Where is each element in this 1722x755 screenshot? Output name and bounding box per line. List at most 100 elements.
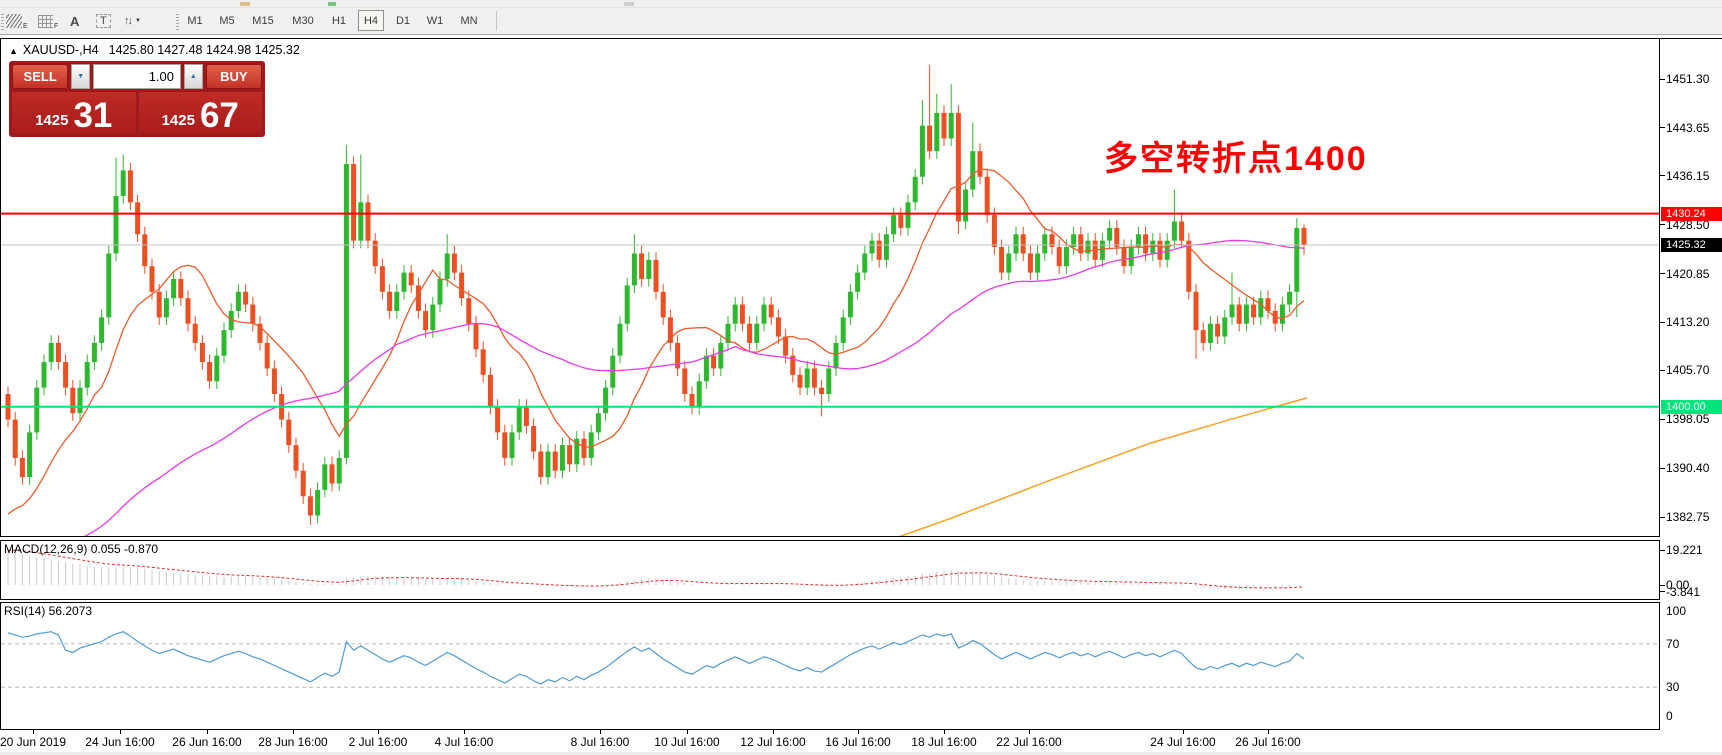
time-axis[interactable]: 20 Jun 2019 24 Jun 16:00 26 Jun 16:00 28 Ju… (0, 730, 1660, 752)
price-axis-tick (1660, 224, 1665, 226)
time-axis-label: 24 Jun 16:00 (85, 735, 155, 749)
chart-annotation-text: 多空转折点1400 (1104, 140, 1368, 178)
price-axis-tick (1660, 418, 1665, 420)
price-axis-label: 1405.70 (1666, 363, 1710, 378)
price-axis-tick (1660, 321, 1665, 323)
macd-axis-label: -3.841 (1666, 584, 1701, 599)
time-axis-tick (944, 730, 945, 734)
volume-input[interactable] (93, 64, 181, 89)
time-axis-label: 18 Jul 16:00 (911, 735, 977, 749)
rsi-axis-label: 0 (1666, 709, 1673, 723)
text-box-icon[interactable]: T (96, 11, 111, 31)
price-level-badge: 1430.24 (1661, 206, 1722, 221)
buy-quote-panel[interactable]: 1425 67 (138, 92, 262, 136)
clipped-toolbar-row (0, 0, 1722, 8)
toolbar-divider (496, 11, 497, 31)
rsi-chart[interactable] (1, 603, 1659, 729)
price-axis-tick (1660, 273, 1665, 275)
grid-icon[interactable]: F (38, 11, 58, 31)
sell-price-minor: 31 (73, 96, 113, 136)
time-axis-tick (33, 730, 34, 734)
chart-toolbar: E F A T ↑↓ ▼ M1 M5 M15 M30 H1 H4 D1 W1 MN (0, 8, 1722, 35)
time-axis-label: 8 Jul 16:00 (570, 735, 630, 749)
time-axis-label: 28 Jun 16:00 (258, 735, 328, 749)
rsi-axis-label: 70 (1666, 636, 1680, 651)
buy-button[interactable]: BUY (205, 64, 262, 89)
toolbar-drag-handle[interactable] (176, 12, 179, 30)
price-axis-tick (1660, 467, 1665, 469)
one-click-trading-panel: SELL ▼ ▲ BUY 1425 31 1425 67 (9, 61, 265, 137)
current-price-badge: 1425.32 (1661, 238, 1722, 252)
main-chart-pane[interactable]: ▲ XAUUSD-,H4 1425.80 1427.48 1424.98 1425.… (0, 38, 1660, 537)
trendline-tools-icon[interactable]: E (6, 11, 28, 31)
time-axis-label: 24 Jul 16:00 (1150, 735, 1216, 749)
time-axis-tick (120, 730, 121, 734)
price-axis-label: 1390.40 (1666, 461, 1710, 476)
time-axis-label: 4 Jul 16:00 (434, 735, 494, 749)
macd-chart[interactable] (1, 541, 1659, 599)
buy-price-minor: 67 (199, 96, 239, 136)
time-axis-label: 20 Jun 2019 (0, 735, 67, 749)
timeframe-button-m30[interactable]: M30 (292, 15, 314, 27)
time-axis-label: 10 Jul 16:00 (654, 735, 720, 749)
time-axis-label: 26 Jun 16:00 (172, 735, 242, 749)
toolbar-drag-handle[interactable] (1, 12, 4, 30)
macd-axis-label: 19.221 (1666, 543, 1703, 558)
time-axis-tick (464, 730, 465, 734)
candlestick-chart[interactable] (1, 39, 1659, 536)
time-axis-tick (773, 730, 774, 734)
ohlc-values: 1425.80 1427.48 1424.98 1425.32 (108, 43, 300, 57)
window-bottom-edge (0, 752, 1722, 755)
time-axis-label: 12 Jul 16:00 (740, 735, 806, 749)
timeframe-button-d1[interactable]: D1 (395, 15, 411, 27)
timeframe-button-m1[interactable]: M1 (187, 15, 203, 27)
sell-button[interactable]: SELL (12, 64, 69, 89)
timeframe-button-m5[interactable]: M5 (219, 15, 235, 27)
symbol-name: XAUUSD-,H4 (22, 43, 99, 57)
macd-axis-tick (1660, 549, 1665, 551)
price-axis-label: 1420.85 (1666, 266, 1710, 281)
timeframe-button-h4[interactable]: H4 (358, 10, 384, 31)
time-axis-label: 16 Jul 16:00 (825, 735, 891, 749)
price-axis-label: 1428.50 (1666, 217, 1710, 232)
timeframe-button-h1[interactable]: H1 (331, 15, 347, 27)
time-axis-tick (378, 730, 379, 734)
collapse-panel-icon[interactable]: ▲ (9, 46, 18, 56)
price-axis-tick (1660, 175, 1665, 177)
price-axis-tick (1660, 369, 1665, 371)
arrange-arrows-icon[interactable]: ↑↓ ▼ (124, 15, 141, 27)
price-axis-label: 1413.20 (1666, 315, 1710, 330)
price-axis-label: 1443.65 (1666, 120, 1710, 135)
time-axis-tick (1268, 730, 1269, 734)
sell-quote-panel[interactable]: 1425 31 (12, 92, 136, 134)
time-axis-tick (293, 730, 294, 734)
time-axis-label: 22 Jul 16:00 (996, 735, 1062, 749)
macd-axis-tick (1660, 584, 1665, 586)
price-axis-label: 1451.30 (1666, 72, 1710, 86)
macd-indicator-pane[interactable]: MACD(12,26,9) 0.055 -0.870 (0, 540, 1660, 600)
volume-decrease-button[interactable]: ▼ (71, 64, 90, 89)
time-axis-tick (600, 730, 601, 734)
volume-increase-button[interactable]: ▲ (184, 64, 203, 89)
price-axis-label: 1382.75 (1666, 510, 1710, 525)
time-axis-tick (1029, 730, 1030, 734)
time-axis-label: 2 Jul 16:00 (348, 735, 408, 749)
clipped-ui-fragment (240, 2, 250, 6)
clipped-ui-fragment (328, 2, 336, 6)
price-axis-tick (1660, 127, 1665, 129)
timeframe-button-m15[interactable]: M15 (252, 15, 274, 27)
rsi-axis-label: 100 (1666, 604, 1687, 618)
timeframe-button-mn[interactable]: MN (460, 15, 478, 27)
price-axis-label: 1436.15 (1666, 168, 1710, 183)
axis-top-border (1660, 38, 1722, 39)
clipped-ui-fragment (624, 2, 634, 6)
sell-price-major: 1425 (35, 112, 69, 129)
text-label-icon[interactable]: A (70, 13, 80, 29)
timeframe-button-w1[interactable]: W1 (426, 15, 444, 27)
rsi-axis-label: 30 (1666, 680, 1680, 695)
symbol-title: ▲ XAUUSD-,H4 1425.80 1427.48 1424.98 1425.… (9, 43, 300, 57)
price-axis-tick (1660, 78, 1665, 80)
buy-price-major: 1425 (161, 112, 195, 129)
rsi-indicator-pane[interactable]: RSI(14) 56.2073 (0, 602, 1660, 730)
